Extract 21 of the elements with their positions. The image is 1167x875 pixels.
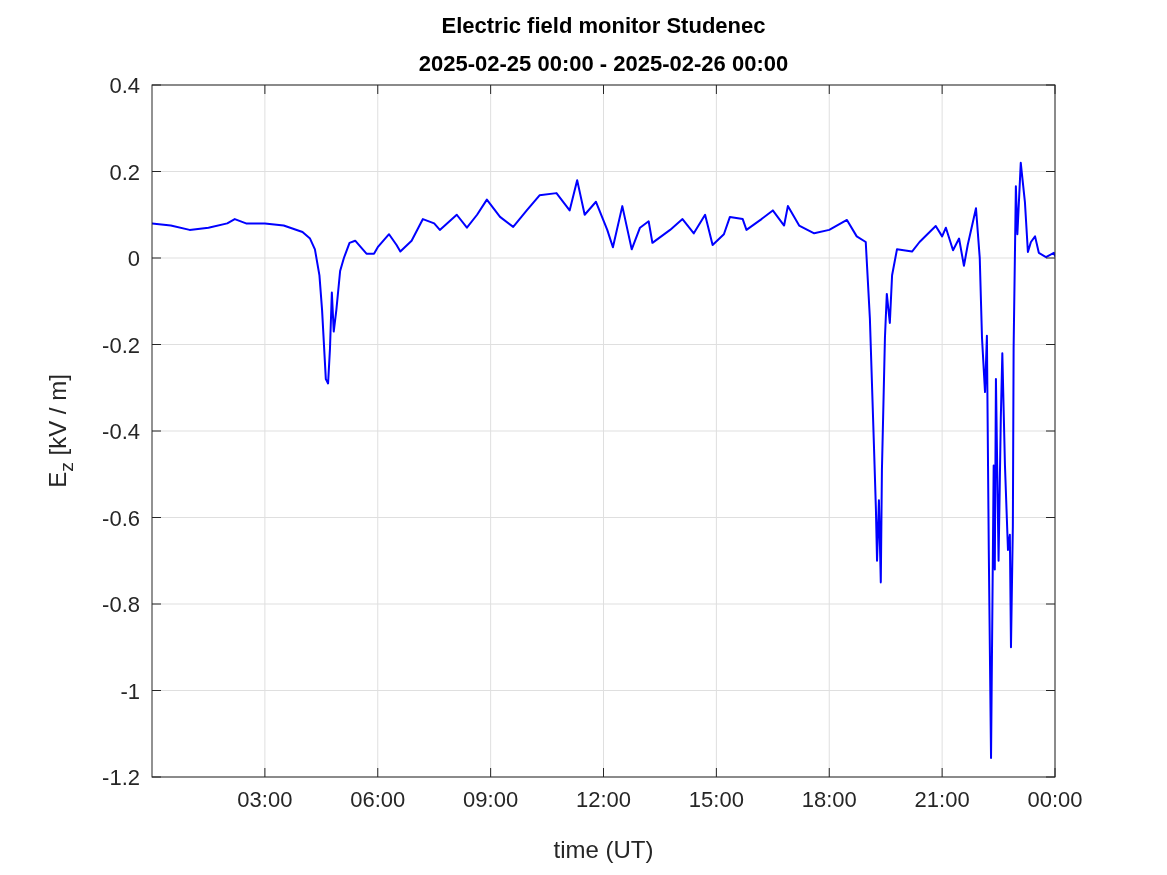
- y-tick-label: -0.4: [102, 419, 140, 444]
- x-tick-label: 12:00: [575, 787, 632, 812]
- y-tick-label: 0: [127, 246, 140, 271]
- chart-subtitle: 2025-02-25 00:00 - 2025-02-26 00:00: [418, 51, 789, 76]
- y-tick-label: -0.6: [102, 505, 140, 531]
- y-tick-label: 0.4: [109, 73, 140, 98]
- y-tick-label: -0.2: [102, 332, 140, 358]
- line-series: [152, 161, 1055, 759]
- y-tick-label: 0.2: [109, 159, 140, 185]
- y-tick-label: -1.2: [102, 765, 140, 790]
- y-tick-label: -1: [120, 678, 140, 704]
- x-axis-title: time (UT): [553, 836, 654, 863]
- x-tick-label: 15:00: [688, 787, 744, 812]
- y-tick-label: -0.8: [102, 592, 140, 617]
- x-tick-label: 03:00: [237, 787, 293, 812]
- x-tick-label: 21:00: [914, 787, 970, 812]
- chart-title: Electric field monitor Studenec: [441, 13, 766, 38]
- x-tick-label: 00:00: [1027, 787, 1083, 812]
- x-tick-label: 09:00: [463, 787, 519, 812]
- x-tick-label: 06:00: [350, 787, 406, 812]
- x-tick-label: 18:00: [801, 787, 857, 812]
